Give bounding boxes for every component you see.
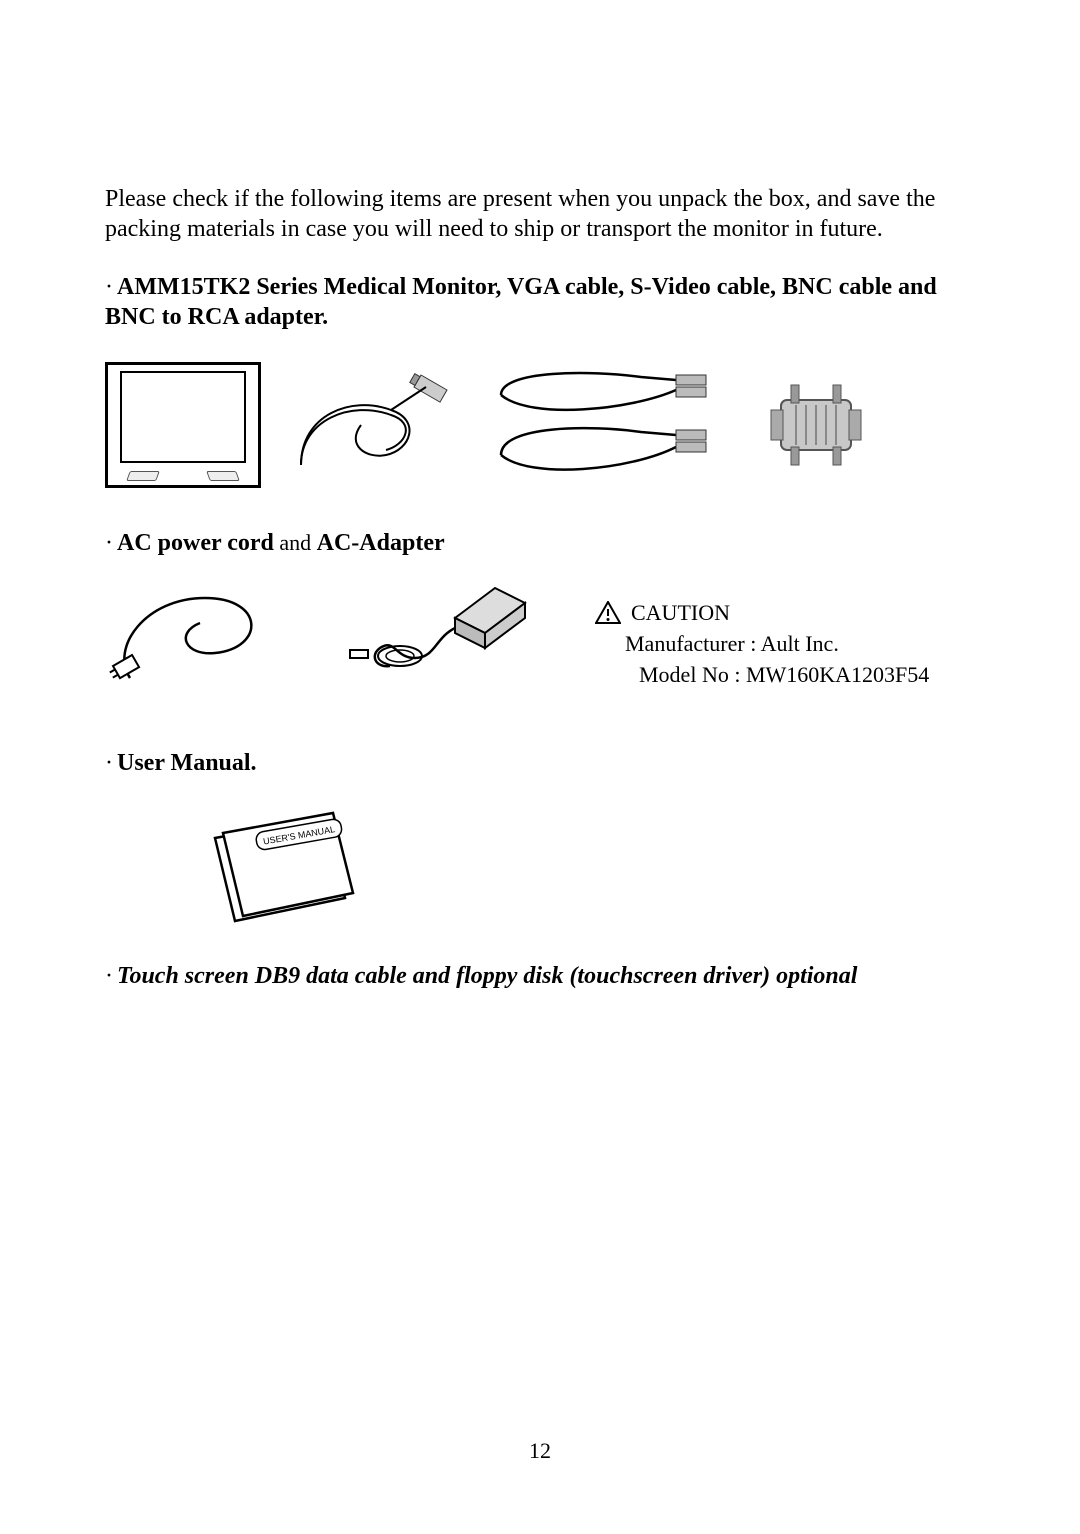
- figures-row-1: [105, 362, 980, 488]
- section4-title: ·Touch screen DB9 data cable and floppy …: [105, 963, 980, 990]
- section3-title: ·User Manual.: [105, 748, 980, 778]
- caution-heading: CAUTION: [595, 598, 929, 629]
- manufacturer-value: Ault Inc.: [761, 631, 839, 656]
- model-value: MW160KA1203F54: [746, 662, 929, 687]
- bullet-dot: ·: [105, 530, 113, 556]
- manufacturer-label: Manufacturer :: [625, 631, 761, 656]
- vga-cable-figure: [291, 365, 461, 485]
- document-page: Please check if the following items are …: [0, 0, 1080, 1534]
- monitor-icon: [105, 362, 261, 488]
- section1-text: AMM15TK2 Series Medical Monitor, VGA cab…: [105, 274, 937, 330]
- bnc-cables-figure: [491, 365, 721, 485]
- section1-title: ·AMM15TK2 Series Medical Monitor, VGA ca…: [105, 272, 980, 332]
- section2-joiner: and: [274, 530, 317, 555]
- ac-adapter-icon: [345, 578, 535, 688]
- monitor-figure: [105, 362, 261, 488]
- warning-icon: [595, 601, 621, 625]
- section2-part-b: AC-Adapter: [317, 530, 445, 556]
- power-cord-figure: [105, 578, 285, 698]
- bullet-dot: ·: [105, 274, 113, 300]
- bnc-adapter-figure: [751, 365, 881, 485]
- page-number: 12: [0, 1438, 1080, 1464]
- bullet-dot: ·: [105, 750, 113, 776]
- caution-block: CAUTION Manufacturer : Ault Inc. Model N…: [595, 598, 929, 690]
- bullet-dot: ·: [105, 963, 113, 989]
- section4-text: Touch screen DB9 data cable and floppy d…: [117, 963, 857, 989]
- caution-model: Model No : MW160KA1203F54: [595, 660, 929, 691]
- bnc-cables-icon: [491, 365, 721, 485]
- user-manual-icon: USER'S MANUAL: [195, 803, 375, 933]
- vga-cable-icon: [291, 365, 461, 485]
- caution-manufacturer: Manufacturer : Ault Inc.: [595, 629, 929, 660]
- manual-figure: USER'S MANUAL: [195, 803, 980, 933]
- caution-label: CAUTION: [631, 598, 730, 629]
- power-cord-icon: [105, 578, 285, 698]
- figures-row-2: CAUTION Manufacturer : Ault Inc. Model N…: [105, 578, 980, 698]
- section3-text: User Manual.: [117, 750, 257, 776]
- section2-title: ·AC power cord and AC-Adapter: [105, 528, 980, 558]
- ac-adapter-figure: [345, 578, 535, 688]
- intro-paragraph: Please check if the following items are …: [105, 184, 980, 244]
- bnc-adapter-icon: [751, 365, 881, 485]
- model-label: Model No :: [639, 662, 746, 687]
- section2-part-a: AC power cord: [117, 530, 274, 556]
